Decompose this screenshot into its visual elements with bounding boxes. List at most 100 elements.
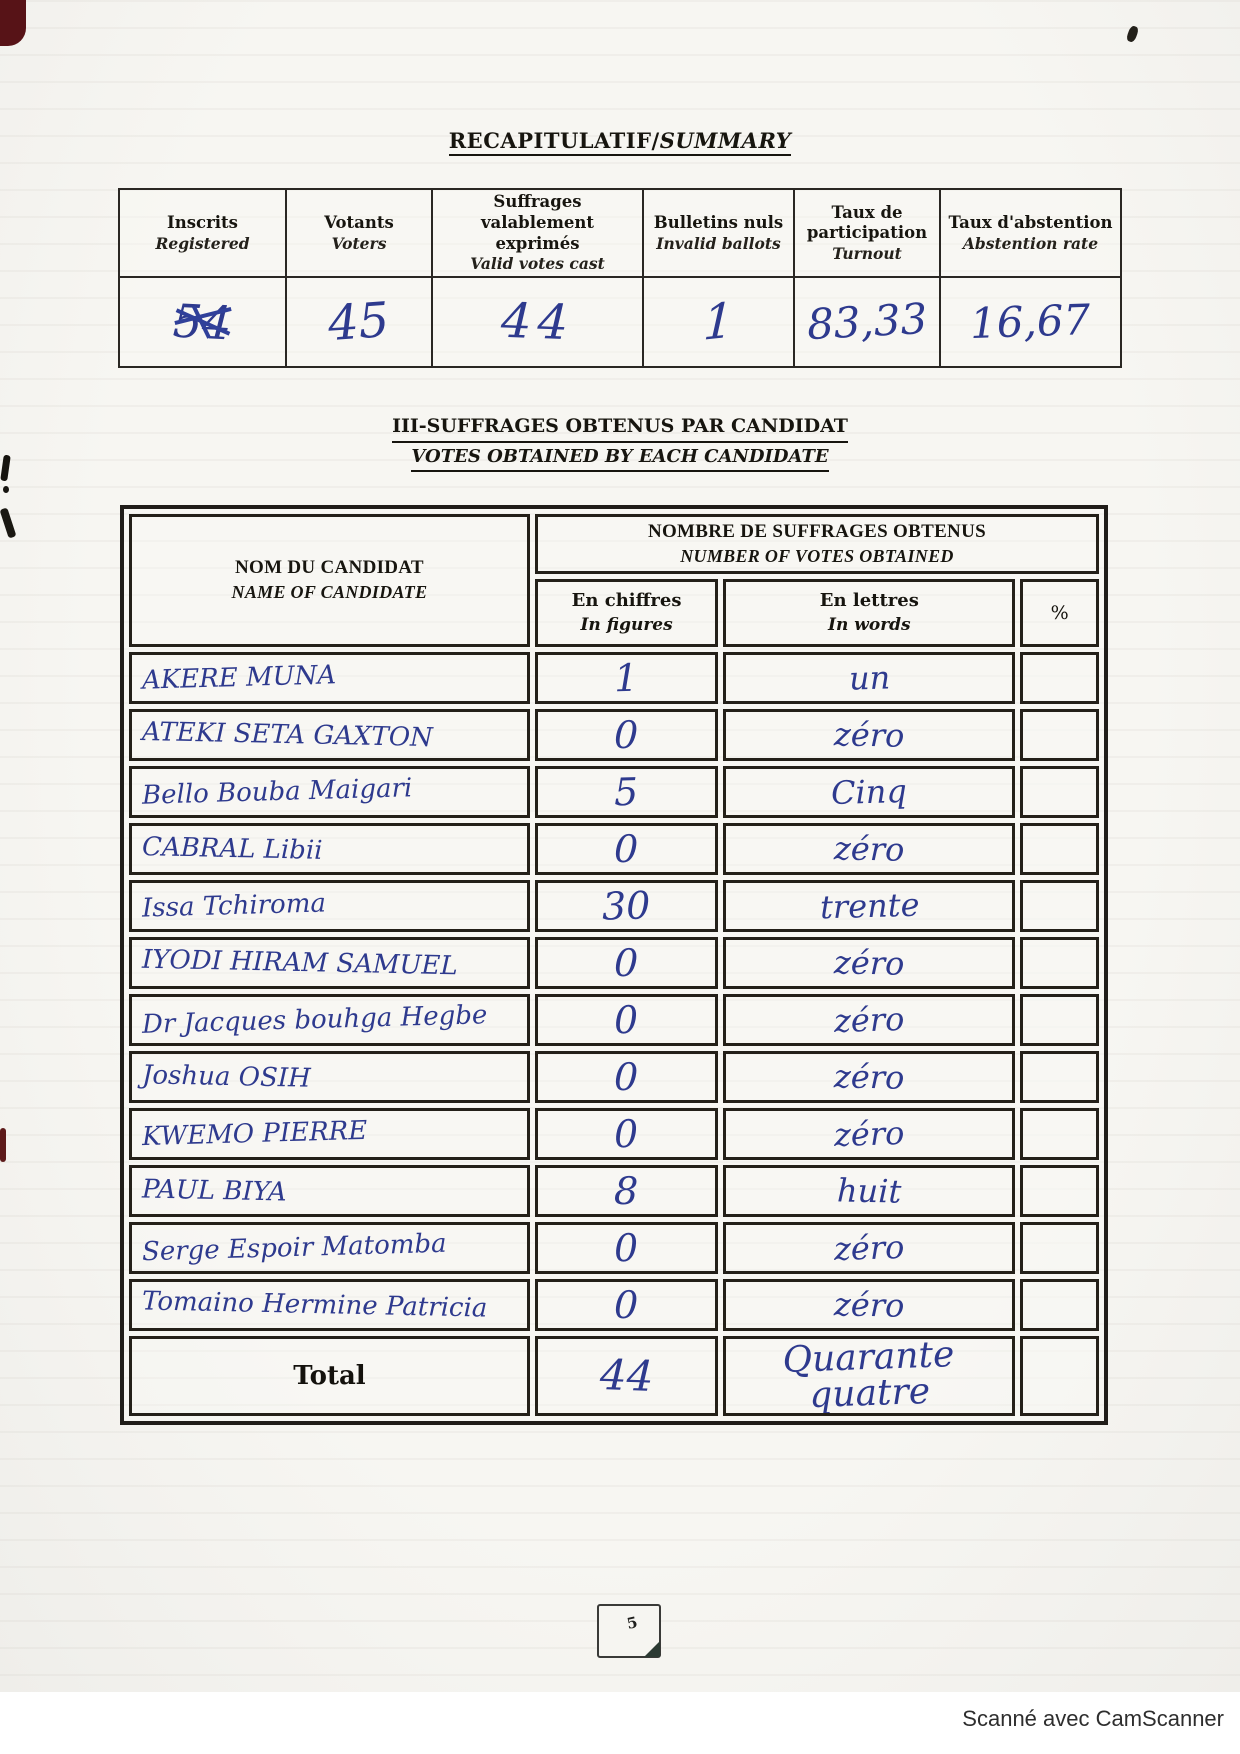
header-label-en: NUMBER OF VOTES OBTAINED xyxy=(680,545,954,566)
candidate-name-cell: Bello Bouba Maigari xyxy=(129,766,530,818)
candidate-row: Bello Bouba Maigari 5 Cinq xyxy=(129,766,1099,818)
candidate-row: KWEMO PIERRE 0 zéro xyxy=(129,1108,1099,1160)
summary-header-invalid-ballots: Bulletins nuls Invalid ballots xyxy=(642,188,795,278)
candidate-name-cell: Tomaino Hermine Patricia xyxy=(129,1279,530,1331)
candidate-name-cell: Dr Jacques bouhga Hegbe xyxy=(129,994,530,1046)
votes-figures-cell: 0 xyxy=(534,1222,719,1274)
candidates-header-row-2: En chiffres In figures En lettres In wor… xyxy=(129,579,1099,647)
summary-value-turnout: 83,33 xyxy=(793,276,941,368)
votes-words: zéro xyxy=(833,1000,906,1040)
scan-edge-mark xyxy=(3,486,9,493)
votes-figures: 0 xyxy=(613,1225,640,1271)
header-label-en: Registered xyxy=(155,233,250,253)
candidate-name: Serge Espoir Matomba xyxy=(141,1228,447,1268)
candidate-name: Bello Bouba Maigari xyxy=(141,773,413,811)
votes-figures-cell: 0 xyxy=(534,709,719,761)
votes-words: zéro xyxy=(833,829,905,869)
camscanner-watermark: Scanné avec CamScanner xyxy=(962,1706,1224,1731)
summary-table: Inscrits Registered Votants Voters Suffr… xyxy=(118,188,1122,368)
votes-figures: 0 xyxy=(614,940,640,986)
candidate-name-cell: Issa Tchiroma xyxy=(129,880,530,932)
votes-words-cell: zéro xyxy=(723,994,1016,1046)
scan-edge-mark xyxy=(0,507,17,539)
summary-header-abstention: Taux d'abstention Abstention rate xyxy=(939,188,1122,278)
votes-words-cell: zéro xyxy=(723,1108,1016,1160)
total-label: Total xyxy=(293,1361,366,1391)
candidate-name: KWEMO PIERRE xyxy=(141,1115,368,1153)
votes-figures-cell: 0 xyxy=(534,1279,719,1331)
summary-title-fr: RECAPITULATIF/ xyxy=(448,128,660,153)
handwritten-value: 83,33 xyxy=(805,293,929,350)
votes-figures: 8 xyxy=(614,1168,640,1214)
header-votes-obtained: NOMBRE DE SUFFRAGES OBTENUS NUMBER OF VO… xyxy=(534,514,1099,574)
summary-header-turnout: Taux de participation Turnout xyxy=(793,188,941,278)
candidate-name-cell: CABRAL Libii xyxy=(129,823,530,875)
summary-title: RECAPITULATIF/SUMMARY xyxy=(0,128,1240,156)
percent-cell xyxy=(1020,1279,1099,1331)
percent-cell xyxy=(1020,652,1099,704)
summary-header-inscrits: Inscrits Registered xyxy=(118,188,287,278)
candidate-row: Serge Espoir Matomba 0 zéro xyxy=(129,1222,1099,1274)
percent-cell xyxy=(1020,709,1099,761)
candidate-name: Dr Jacques bouhga Hegbe xyxy=(141,1000,488,1040)
header-label-en: In words xyxy=(828,614,911,635)
percent-cell xyxy=(1020,994,1099,1046)
votes-words: zéro xyxy=(833,1285,905,1325)
votes-figures-cell: 0 xyxy=(534,994,719,1046)
summary-value-inscrits: 54 xyxy=(118,276,287,368)
votes-figures-cell: 0 xyxy=(534,937,719,989)
candidate-name: Tomaino Hermine Patricia xyxy=(141,1286,488,1324)
candidate-name: CABRAL Libii xyxy=(141,832,323,866)
header-label-fr: Bulletins nuls xyxy=(653,213,784,232)
percent-cell xyxy=(1020,937,1099,989)
votes-words-cell: zéro xyxy=(723,709,1016,761)
candidate-name: AKERE MUNA xyxy=(141,660,337,696)
candidate-name-cell: Serge Espoir Matomba xyxy=(129,1222,530,1274)
section-title-fr: III-SUFFRAGES OBTENUS PAR CANDIDAT xyxy=(392,412,848,443)
candidate-row: IYODI HIRAM SAMUEL 0 zéro xyxy=(129,937,1099,989)
votes-words-cell: zéro xyxy=(723,1279,1016,1331)
votes-figures: 0 xyxy=(613,997,640,1043)
votes-figures-cell: 5 xyxy=(534,766,719,818)
header-in-figures: En chiffres In figures xyxy=(534,579,719,647)
votes-figures-cell: 0 xyxy=(534,1108,719,1160)
total-row: Total 44 Quarante quatre xyxy=(129,1336,1099,1416)
votes-figures-cell: 1 xyxy=(534,652,719,704)
total-words-cell: Quarante quatre xyxy=(723,1336,1016,1416)
scan-speck xyxy=(1125,24,1140,44)
candidate-name-cell: Joshua OSIH xyxy=(129,1051,530,1103)
percent-cell xyxy=(1020,1165,1099,1217)
percent-cell xyxy=(1020,1051,1099,1103)
summary-value-valid-votes: 44 xyxy=(431,276,644,368)
candidate-name-cell: KWEMO PIERRE xyxy=(129,1108,530,1160)
summary-values-row: 54 45 44 1 83,33 16,67 xyxy=(118,276,1122,368)
header-label-fr: Taux de participation xyxy=(806,202,928,243)
candidate-name: PAUL BIYA xyxy=(141,1174,287,1208)
votes-figures-cell: 0 xyxy=(534,1051,719,1103)
votes-words-cell: zéro xyxy=(723,823,1016,875)
votes-figures: 0 xyxy=(614,712,640,758)
handwritten-value: 1 xyxy=(702,292,735,352)
scan-edge-mark xyxy=(0,1128,6,1162)
votes-figures-cell: 8 xyxy=(534,1165,719,1217)
votes-words: zéro xyxy=(833,1057,905,1097)
header-in-words: En lettres In words xyxy=(723,579,1016,647)
header-label-fr: NOM DU CANDIDAT xyxy=(235,557,424,579)
scan-corner-mark xyxy=(0,0,26,46)
candidate-row: Issa Tchiroma 30 trente xyxy=(129,880,1099,932)
candidate-row: Tomaino Hermine Patricia 0 zéro xyxy=(129,1279,1099,1331)
header-label-percent: % xyxy=(1050,602,1069,624)
header-label-fr: Inscrits xyxy=(167,213,238,232)
percent-cell xyxy=(1020,823,1099,875)
handwritten-value: 54 xyxy=(171,293,234,351)
total-label-cell: Total xyxy=(129,1336,530,1416)
summary-title-en: SUMMARY xyxy=(659,128,792,153)
section-title: III-SUFFRAGES OBTENUS PAR CANDIDAT VOTES… xyxy=(0,412,1240,472)
candidate-name-cell: PAUL BIYA xyxy=(129,1165,530,1217)
votes-figures-cell: 0 xyxy=(534,823,719,875)
page-number: 5 xyxy=(625,1613,640,1633)
votes-words-cell: trente xyxy=(723,880,1016,932)
percent-cell xyxy=(1020,1108,1099,1160)
scanned-page: RECAPITULATIF/SUMMARY Inscrits Registere… xyxy=(0,0,1240,1692)
candidate-name-cell: AKERE MUNA xyxy=(129,652,530,704)
